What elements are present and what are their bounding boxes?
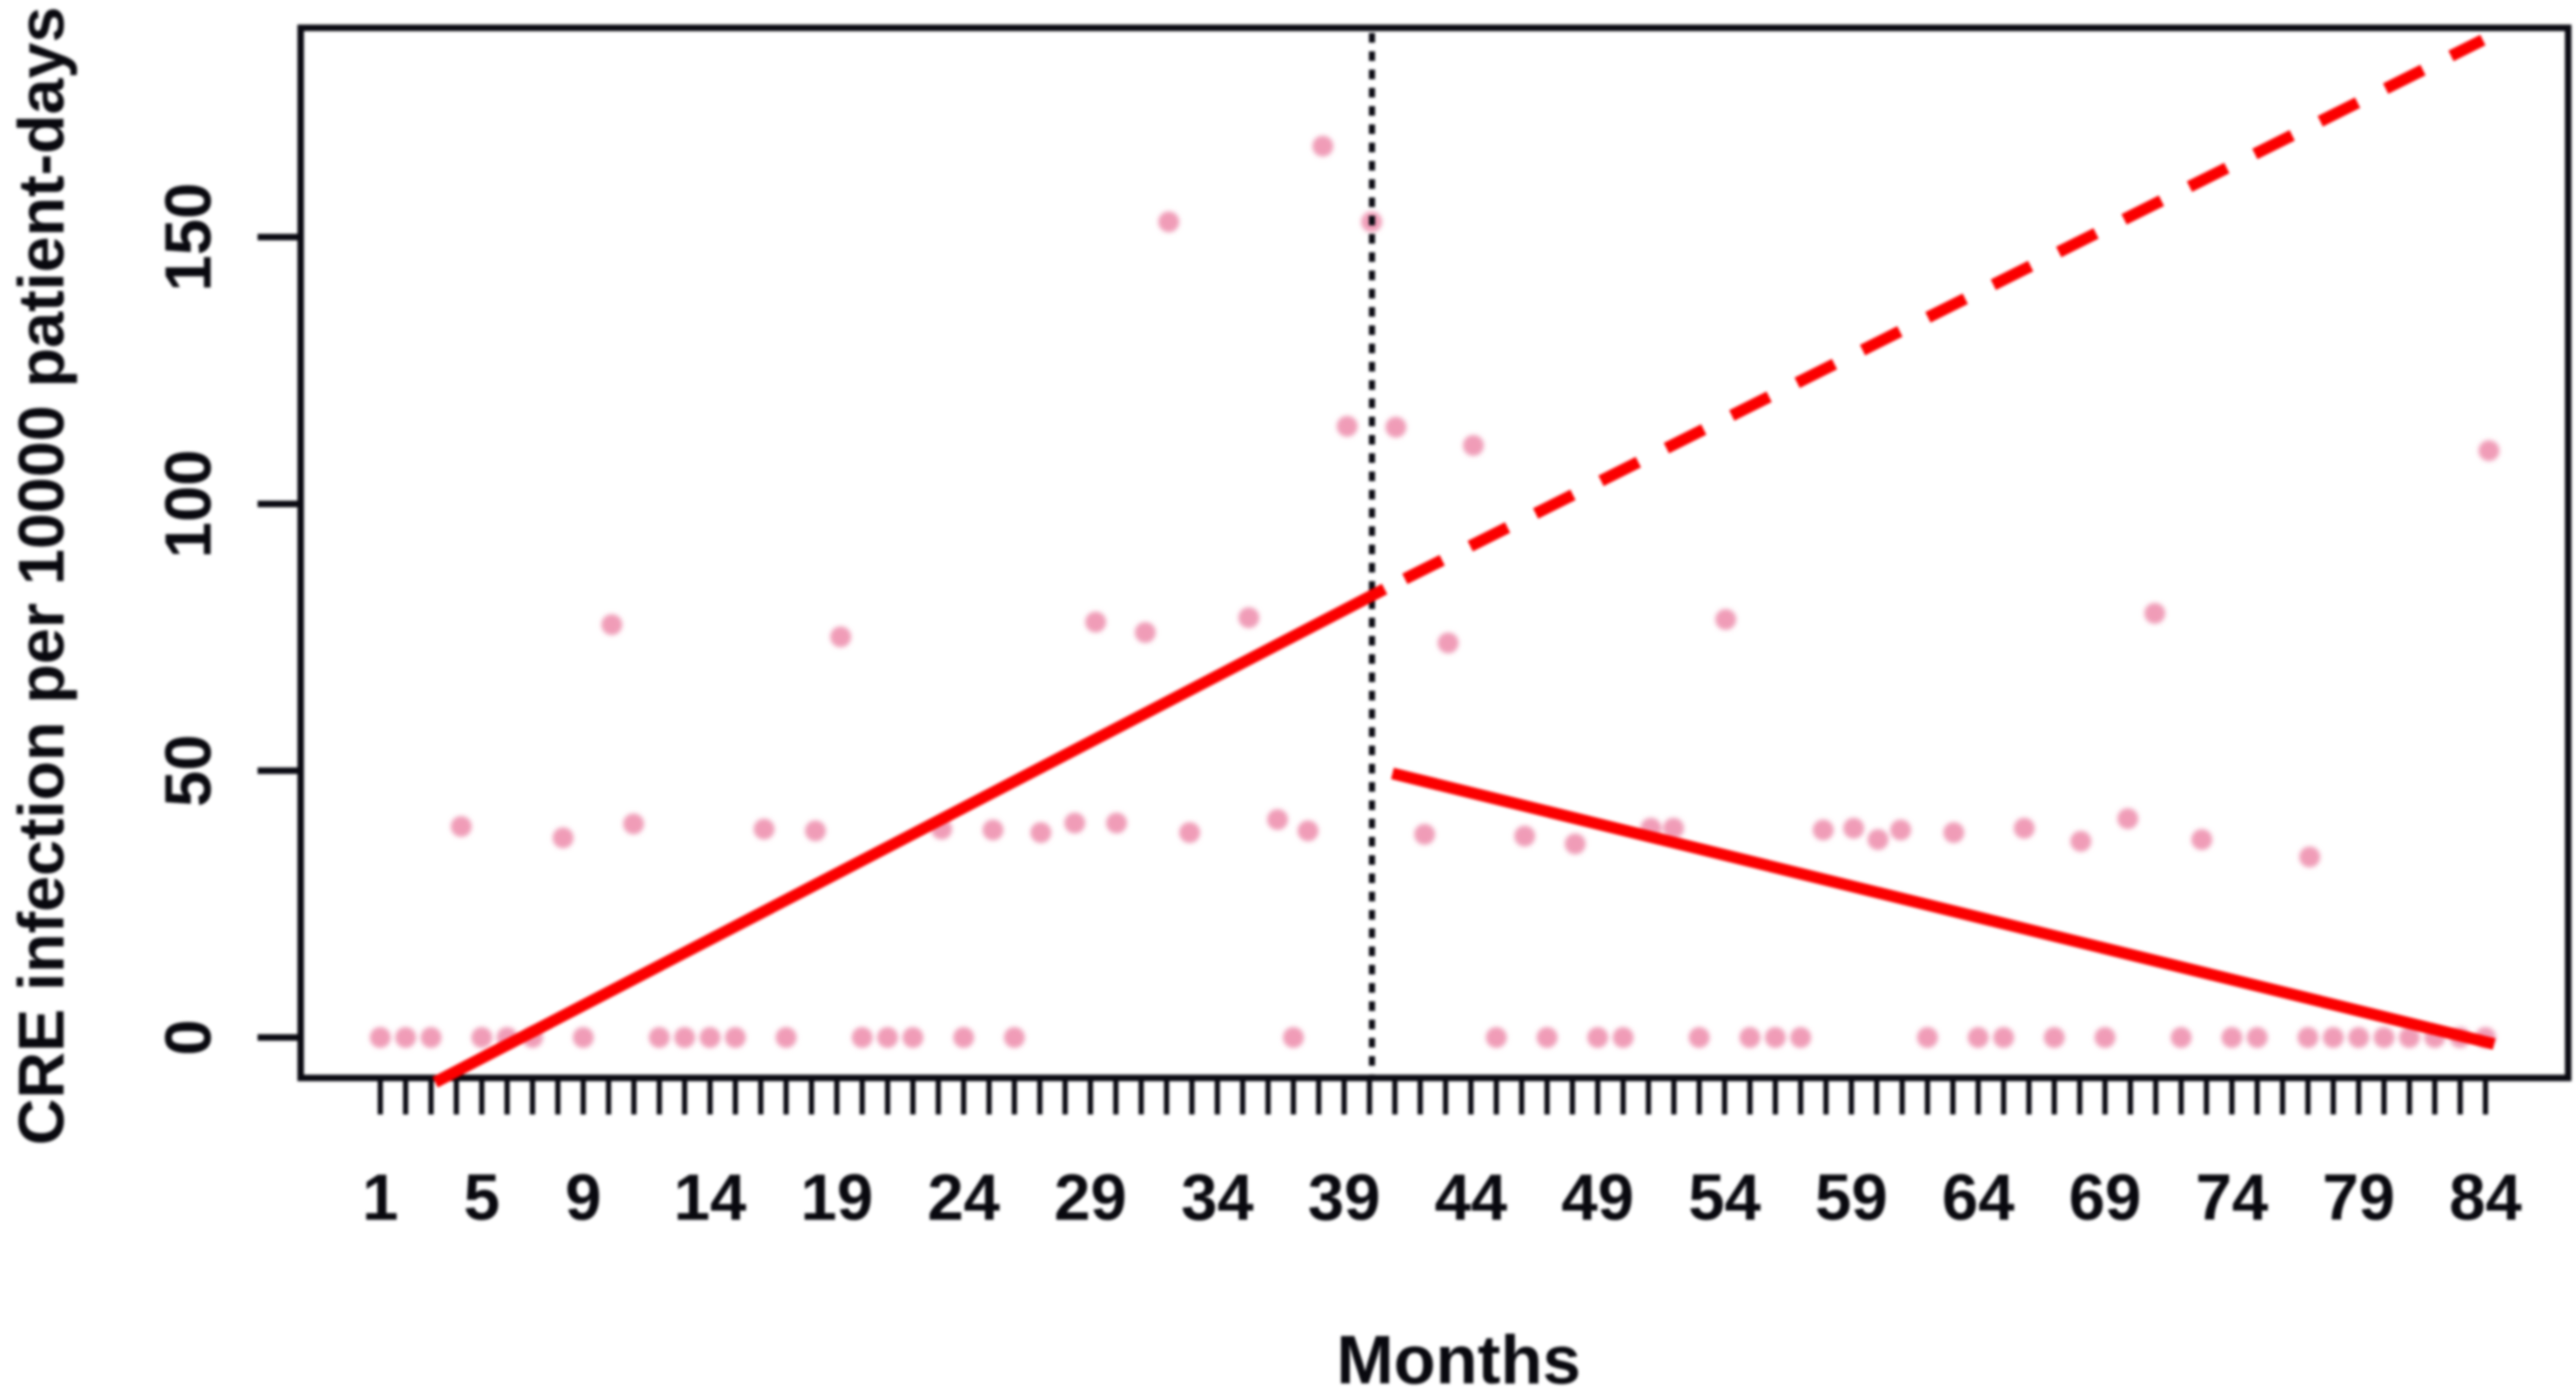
svg-text:39: 39	[1308, 1161, 1380, 1234]
svg-text:64: 64	[1942, 1161, 2015, 1234]
svg-text:0: 0	[151, 1020, 225, 1056]
svg-text:79: 79	[2323, 1161, 2395, 1234]
svg-text:69: 69	[2069, 1161, 2141, 1234]
svg-text:1: 1	[362, 1161, 399, 1234]
svg-text:150: 150	[151, 183, 225, 291]
svg-text:19: 19	[801, 1161, 873, 1234]
svg-text:74: 74	[2196, 1161, 2269, 1234]
svg-text:84: 84	[2449, 1161, 2522, 1234]
svg-text:29: 29	[1054, 1161, 1126, 1234]
svg-text:54: 54	[1688, 1161, 1761, 1234]
svg-text:9: 9	[565, 1161, 601, 1234]
svg-text:24: 24	[928, 1161, 1001, 1234]
svg-text:34: 34	[1181, 1161, 1254, 1234]
svg-text:Months: Months	[1337, 1321, 1581, 1392]
svg-text:44: 44	[1434, 1161, 1507, 1234]
svg-text:14: 14	[674, 1161, 747, 1234]
svg-text:49: 49	[1561, 1161, 1633, 1234]
svg-text:5: 5	[464, 1161, 500, 1234]
svg-text:50: 50	[151, 734, 225, 806]
svg-text:100: 100	[151, 450, 225, 559]
svg-text:CRE infection per 10000 patien: CRE infection per 10000 patient-days	[5, 7, 77, 1146]
svg-text:59: 59	[1815, 1161, 1888, 1234]
